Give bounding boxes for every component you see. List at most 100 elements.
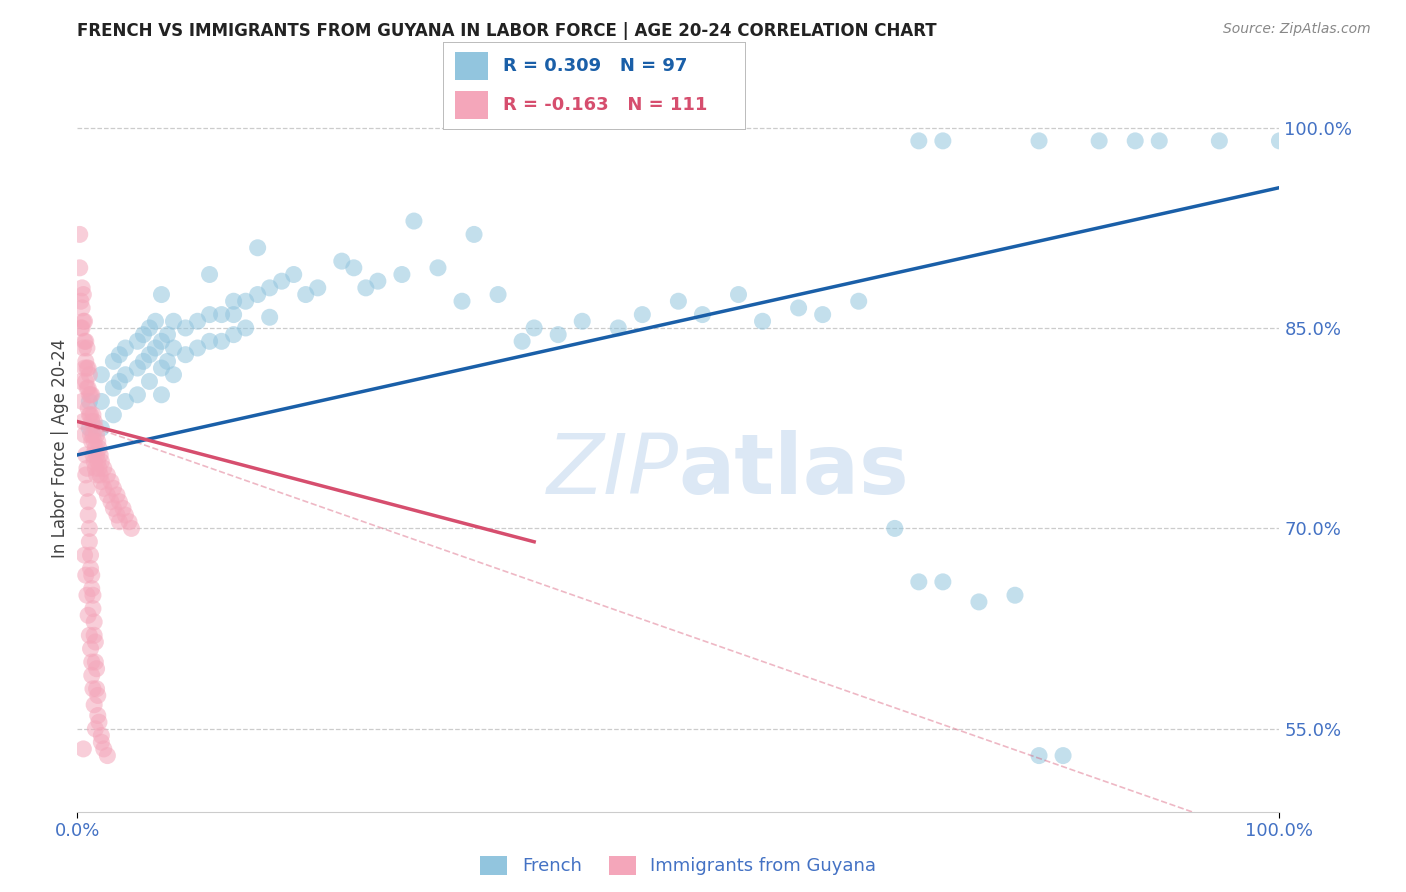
Point xyxy=(932,574,955,589)
Point xyxy=(83,434,105,449)
Point xyxy=(87,715,110,730)
Point xyxy=(75,467,97,482)
Point xyxy=(90,475,112,489)
Point xyxy=(198,334,221,349)
Legend: French, Immigrants from Guyana: French, Immigrants from Guyana xyxy=(481,856,876,875)
Point xyxy=(1123,134,1146,148)
Point xyxy=(72,341,94,355)
Y-axis label: In Labor Force | Age 20-24: In Labor Force | Age 20-24 xyxy=(51,339,69,558)
Point xyxy=(87,461,110,475)
Point xyxy=(114,368,136,382)
Point xyxy=(75,568,97,582)
Point xyxy=(138,375,160,389)
Point xyxy=(84,442,107,455)
Point xyxy=(87,434,110,449)
Point xyxy=(510,334,533,349)
Point xyxy=(82,408,104,422)
Point xyxy=(84,461,107,475)
Point xyxy=(120,521,142,535)
Point xyxy=(86,681,108,696)
Point xyxy=(932,134,955,148)
Point xyxy=(547,327,569,342)
Point xyxy=(150,287,173,301)
Point xyxy=(87,454,110,468)
Point xyxy=(72,742,94,756)
Point xyxy=(787,301,810,315)
Point xyxy=(103,408,125,422)
Point xyxy=(90,368,112,382)
Point xyxy=(222,327,245,342)
Point xyxy=(103,354,125,368)
Point xyxy=(174,321,197,335)
Point xyxy=(1088,134,1111,148)
Point xyxy=(79,408,101,422)
Point xyxy=(198,308,221,322)
Point xyxy=(235,321,257,335)
Point xyxy=(1149,134,1171,148)
Point xyxy=(108,375,131,389)
Point xyxy=(72,287,94,301)
Point xyxy=(1028,134,1050,148)
Point xyxy=(103,501,125,516)
Point xyxy=(69,227,91,242)
Point xyxy=(84,655,107,669)
Point xyxy=(1004,588,1026,602)
Point xyxy=(77,608,100,623)
Point xyxy=(76,341,98,355)
Point xyxy=(80,434,103,449)
Point xyxy=(156,354,179,368)
Point xyxy=(486,287,509,301)
Point xyxy=(354,281,377,295)
Point xyxy=(89,467,111,482)
Point xyxy=(77,361,100,376)
Text: FRENCH VS IMMIGRANTS FROM GUYANA IN LABOR FORCE | AGE 20-24 CORRELATION CHART: FRENCH VS IMMIGRANTS FROM GUYANA IN LABO… xyxy=(77,22,936,40)
Point xyxy=(77,494,100,508)
Point xyxy=(72,415,94,429)
Point xyxy=(138,321,160,335)
Point xyxy=(270,274,292,288)
Point xyxy=(90,394,112,409)
Point xyxy=(1052,748,1074,763)
Point xyxy=(607,321,630,335)
Point xyxy=(86,662,108,676)
Point xyxy=(73,314,96,328)
Point xyxy=(307,281,329,295)
Point xyxy=(138,348,160,362)
Point xyxy=(90,735,112,749)
Point xyxy=(150,388,173,402)
Point xyxy=(79,388,101,402)
Point xyxy=(79,394,101,409)
Point xyxy=(908,574,931,589)
Point xyxy=(114,508,136,522)
Point xyxy=(76,361,98,376)
Point xyxy=(108,494,131,508)
Point xyxy=(150,334,173,349)
Point xyxy=(93,481,115,495)
Point xyxy=(186,314,209,328)
Point xyxy=(727,287,749,301)
Point xyxy=(162,314,184,328)
Point xyxy=(343,260,366,275)
Point xyxy=(80,668,103,682)
Point xyxy=(145,341,167,355)
Point xyxy=(100,475,122,489)
Point xyxy=(211,334,233,349)
Point xyxy=(75,354,97,368)
Point xyxy=(150,361,173,376)
Point xyxy=(79,534,101,549)
Point xyxy=(80,568,103,582)
Point xyxy=(246,287,269,301)
Point xyxy=(79,641,101,656)
Point xyxy=(391,268,413,282)
Point xyxy=(79,628,101,642)
Point xyxy=(811,308,834,322)
Point xyxy=(96,488,118,502)
Point xyxy=(89,448,111,462)
Point xyxy=(108,348,131,362)
Point xyxy=(73,548,96,562)
Point xyxy=(83,454,105,468)
Point xyxy=(367,274,389,288)
Point xyxy=(114,341,136,355)
Point xyxy=(259,281,281,295)
Point xyxy=(80,415,103,429)
